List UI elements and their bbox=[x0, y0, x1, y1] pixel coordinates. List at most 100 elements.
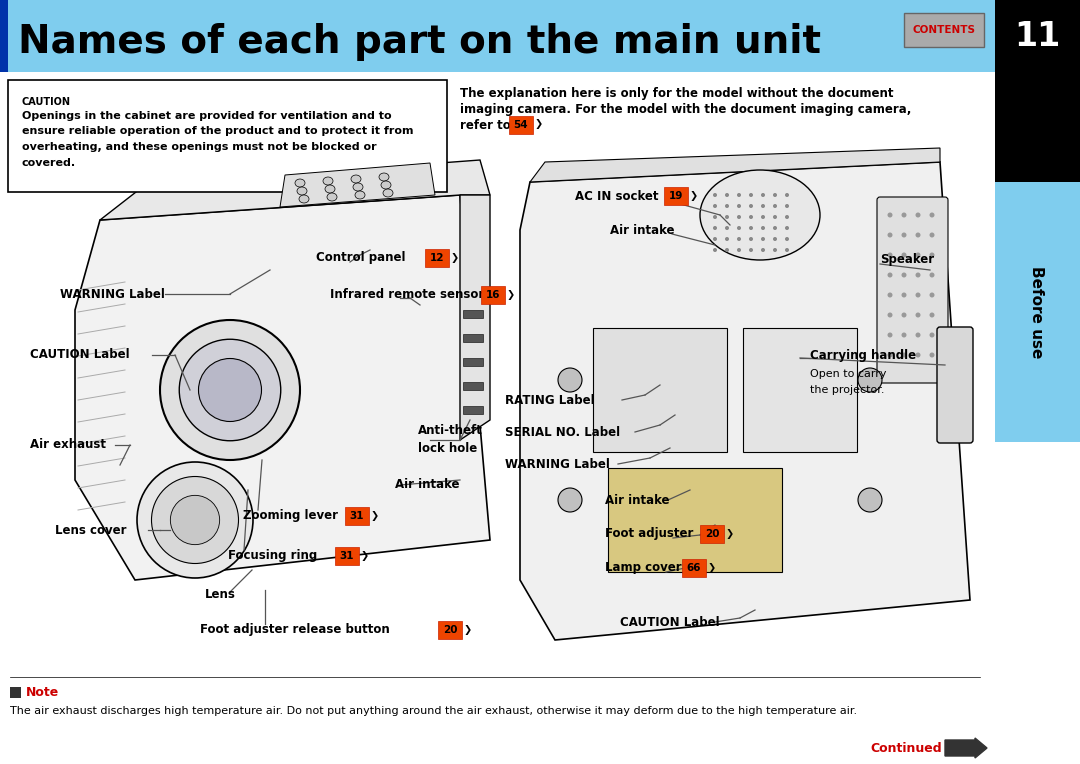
Ellipse shape bbox=[137, 462, 253, 578]
Ellipse shape bbox=[916, 232, 920, 238]
Text: 20: 20 bbox=[705, 529, 719, 539]
Ellipse shape bbox=[299, 195, 309, 203]
Text: WARNING Label: WARNING Label bbox=[60, 287, 165, 300]
Bar bbox=[995, 72, 1080, 182]
Text: ❯: ❯ bbox=[464, 625, 472, 635]
PathPatch shape bbox=[530, 148, 940, 182]
Ellipse shape bbox=[383, 189, 393, 197]
Ellipse shape bbox=[750, 248, 753, 252]
Ellipse shape bbox=[902, 212, 906, 218]
Ellipse shape bbox=[325, 185, 335, 193]
Text: The air exhaust discharges high temperature air. Do not put anything around the : The air exhaust discharges high temperat… bbox=[10, 706, 858, 716]
Text: Lens: Lens bbox=[205, 588, 235, 601]
Ellipse shape bbox=[713, 215, 717, 219]
Text: Air intake: Air intake bbox=[610, 224, 675, 237]
PathPatch shape bbox=[75, 195, 490, 580]
Ellipse shape bbox=[737, 237, 741, 241]
Text: ❯: ❯ bbox=[726, 529, 734, 539]
Bar bbox=[0, 0, 995, 72]
Ellipse shape bbox=[916, 293, 920, 297]
Ellipse shape bbox=[713, 193, 717, 197]
Ellipse shape bbox=[750, 193, 753, 197]
Ellipse shape bbox=[295, 179, 305, 187]
Ellipse shape bbox=[725, 237, 729, 241]
Ellipse shape bbox=[916, 273, 920, 277]
Ellipse shape bbox=[888, 332, 892, 338]
Bar bbox=[0, 0, 8, 72]
Ellipse shape bbox=[888, 212, 892, 218]
Text: CONTENTS: CONTENTS bbox=[913, 25, 975, 35]
Ellipse shape bbox=[916, 352, 920, 358]
Ellipse shape bbox=[785, 193, 789, 197]
Ellipse shape bbox=[713, 248, 717, 252]
Bar bbox=[463, 382, 483, 390]
FancyBboxPatch shape bbox=[681, 559, 706, 577]
Text: ❯: ❯ bbox=[690, 191, 698, 201]
Ellipse shape bbox=[773, 248, 777, 252]
Ellipse shape bbox=[773, 193, 777, 197]
Ellipse shape bbox=[750, 204, 753, 208]
Ellipse shape bbox=[351, 175, 361, 183]
Ellipse shape bbox=[902, 312, 906, 318]
Ellipse shape bbox=[902, 252, 906, 257]
Text: 54: 54 bbox=[514, 120, 528, 130]
Text: Openings in the cabinet are provided for ventilation and to: Openings in the cabinet are provided for… bbox=[22, 111, 392, 121]
Text: Lamp cover: Lamp cover bbox=[605, 562, 681, 575]
Ellipse shape bbox=[750, 226, 753, 230]
Text: ensure reliable operation of the product and to protect it from: ensure reliable operation of the product… bbox=[22, 127, 414, 137]
Text: ❯: ❯ bbox=[507, 290, 515, 300]
PathPatch shape bbox=[460, 195, 490, 440]
FancyBboxPatch shape bbox=[700, 525, 724, 543]
Text: SERIAL NO. Label: SERIAL NO. Label bbox=[505, 426, 620, 439]
Ellipse shape bbox=[761, 237, 765, 241]
Text: Names of each part on the main unit: Names of each part on the main unit bbox=[18, 23, 821, 61]
Ellipse shape bbox=[785, 237, 789, 241]
Text: Speaker: Speaker bbox=[880, 254, 934, 267]
Text: 12: 12 bbox=[430, 253, 444, 263]
Ellipse shape bbox=[785, 226, 789, 230]
Ellipse shape bbox=[379, 173, 389, 181]
FancyBboxPatch shape bbox=[608, 468, 782, 572]
Text: Anti-theft: Anti-theft bbox=[418, 423, 483, 436]
Text: ❯: ❯ bbox=[708, 563, 716, 573]
Text: 19: 19 bbox=[669, 191, 684, 201]
Text: Foot adjuster: Foot adjuster bbox=[605, 527, 693, 540]
Ellipse shape bbox=[323, 177, 333, 185]
Ellipse shape bbox=[750, 237, 753, 241]
Text: 11: 11 bbox=[1014, 20, 1061, 53]
Ellipse shape bbox=[785, 215, 789, 219]
Ellipse shape bbox=[930, 252, 934, 257]
Ellipse shape bbox=[381, 181, 391, 189]
Text: 31: 31 bbox=[340, 551, 354, 561]
Ellipse shape bbox=[888, 273, 892, 277]
Text: RATING Label: RATING Label bbox=[505, 393, 595, 406]
Ellipse shape bbox=[773, 215, 777, 219]
Ellipse shape bbox=[737, 215, 741, 219]
Bar bbox=[995, 0, 1080, 72]
Ellipse shape bbox=[737, 193, 741, 197]
FancyBboxPatch shape bbox=[426, 249, 449, 267]
Text: imaging camera. For the model with the document imaging camera,: imaging camera. For the model with the d… bbox=[460, 103, 912, 116]
Text: Air exhaust: Air exhaust bbox=[30, 439, 106, 452]
Bar bbox=[995, 182, 1080, 442]
Ellipse shape bbox=[355, 191, 365, 199]
Ellipse shape bbox=[888, 252, 892, 257]
Text: covered.: covered. bbox=[22, 157, 76, 167]
Text: Carrying handle: Carrying handle bbox=[810, 348, 916, 361]
Ellipse shape bbox=[737, 248, 741, 252]
Ellipse shape bbox=[179, 339, 281, 441]
Ellipse shape bbox=[916, 252, 920, 257]
FancyBboxPatch shape bbox=[904, 13, 984, 47]
Text: WARNING Label: WARNING Label bbox=[505, 458, 610, 471]
Text: ❯: ❯ bbox=[535, 119, 543, 129]
PathPatch shape bbox=[280, 163, 435, 207]
Ellipse shape bbox=[916, 312, 920, 318]
Text: ❯: ❯ bbox=[361, 551, 369, 561]
Ellipse shape bbox=[930, 332, 934, 338]
Ellipse shape bbox=[902, 293, 906, 297]
Ellipse shape bbox=[902, 273, 906, 277]
Ellipse shape bbox=[327, 193, 337, 201]
Text: Before use: Before use bbox=[1029, 266, 1044, 358]
Ellipse shape bbox=[888, 352, 892, 358]
Ellipse shape bbox=[902, 232, 906, 238]
